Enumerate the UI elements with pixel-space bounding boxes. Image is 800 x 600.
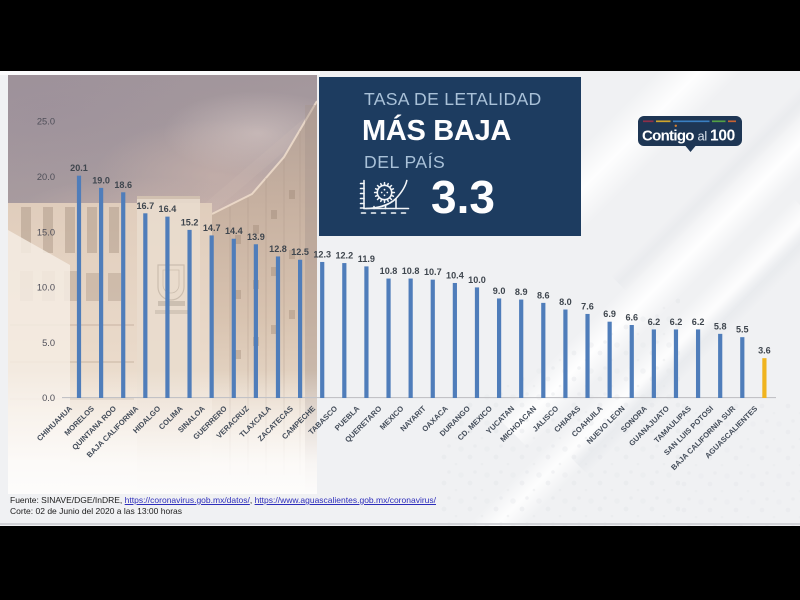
- svg-text:9.0: 9.0: [493, 286, 506, 296]
- svg-text:6.6: 6.6: [625, 313, 638, 323]
- svg-text:8.9: 8.9: [515, 287, 528, 297]
- svg-text:15.0: 15.0: [37, 227, 55, 237]
- svg-text:10.8: 10.8: [402, 266, 420, 276]
- svg-text:25.0: 25.0: [37, 117, 55, 127]
- svg-text:11.9: 11.9: [358, 254, 375, 264]
- svg-text:10.0: 10.0: [468, 275, 486, 285]
- svg-text:12.5: 12.5: [291, 247, 309, 257]
- svg-text:6.9: 6.9: [603, 309, 616, 319]
- svg-text:14.7: 14.7: [203, 223, 221, 233]
- svg-text:10.7: 10.7: [424, 267, 442, 277]
- svg-text:8.0: 8.0: [559, 297, 572, 307]
- svg-text:6.2: 6.2: [670, 317, 683, 327]
- svg-text:Contigo: Contigo: [642, 127, 694, 144]
- svg-text:13.9: 13.9: [247, 232, 265, 242]
- svg-text:5.0: 5.0: [42, 338, 55, 348]
- svg-text:10.0: 10.0: [37, 283, 55, 293]
- svg-text:18.6: 18.6: [114, 180, 132, 190]
- svg-text:0.0: 0.0: [42, 393, 55, 403]
- svg-text:6.2: 6.2: [692, 317, 705, 327]
- svg-text:19.0: 19.0: [92, 175, 110, 185]
- svg-text:14.4: 14.4: [225, 226, 244, 236]
- svg-text:12.2: 12.2: [335, 251, 353, 261]
- svg-text:20.0: 20.0: [37, 172, 55, 182]
- svg-text:al: al: [698, 128, 707, 143]
- svg-text:6.2: 6.2: [648, 317, 661, 327]
- svg-text:10.4: 10.4: [446, 271, 465, 281]
- svg-text:5.8: 5.8: [714, 321, 727, 331]
- svg-text:100: 100: [710, 127, 735, 144]
- svg-text:15.2: 15.2: [181, 217, 199, 227]
- svg-text:20.1: 20.1: [70, 163, 88, 173]
- svg-text:10.8: 10.8: [380, 266, 398, 276]
- svg-text:12.3: 12.3: [313, 250, 331, 260]
- svg-text:12.8: 12.8: [269, 244, 287, 254]
- svg-text:5.5: 5.5: [736, 325, 749, 335]
- svg-text:16.4: 16.4: [159, 204, 178, 214]
- svg-text:8.6: 8.6: [537, 290, 550, 300]
- svg-text:3.6: 3.6: [758, 346, 771, 356]
- svg-text:16.7: 16.7: [136, 201, 154, 211]
- svg-text:7.6: 7.6: [581, 301, 594, 311]
